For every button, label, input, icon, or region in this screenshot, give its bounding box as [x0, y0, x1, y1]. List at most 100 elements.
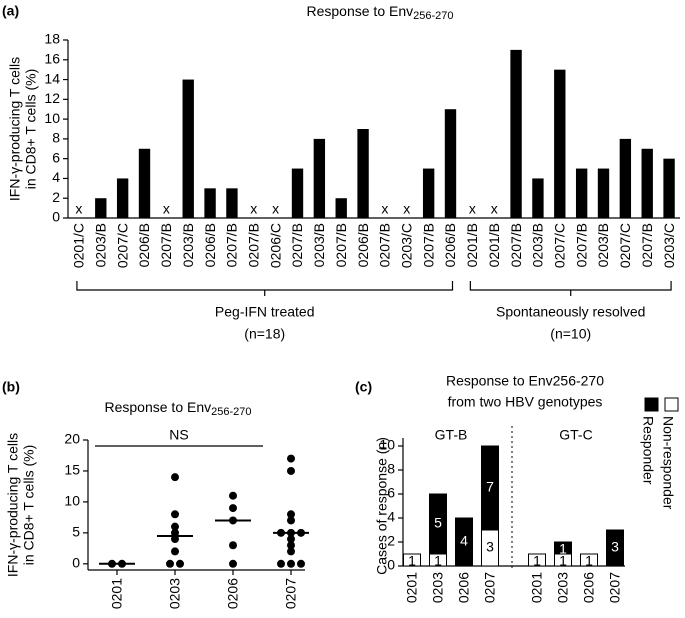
data-point [171, 547, 179, 556]
bar [357, 129, 369, 218]
x-tick-label: 0203/B [311, 223, 327, 267]
y-tick-label: 10 [64, 493, 80, 509]
bar [575, 168, 588, 218]
panel-label: (c) [355, 379, 372, 395]
value-label: 1 [434, 553, 442, 569]
bar [116, 178, 129, 218]
bar-segment [606, 529, 624, 567]
y-tick-label: 6 [387, 485, 395, 501]
y-tick-label: 12 [44, 90, 60, 106]
value-label: 1 [585, 553, 593, 569]
value-label: 3 [486, 539, 494, 555]
bar [641, 148, 653, 218]
x-tick-label: 0207/C [617, 223, 633, 268]
x-tick-label: 0207 [482, 572, 498, 603]
data-point [171, 522, 179, 531]
bar [532, 178, 544, 218]
y-axis-label: IFN-γ-producing T cells [5, 433, 21, 577]
y-tick-label: 20 [64, 431, 80, 447]
value-label: 1 [408, 553, 416, 569]
bar [510, 49, 522, 219]
y-tick-label: 4 [387, 509, 395, 525]
y-tick-label: 16 [44, 50, 60, 66]
y-tick-label: 5 [72, 524, 80, 540]
chart-title: Response to Env256-270 [105, 399, 252, 418]
y-axis-label: Cases of response (n) [374, 437, 390, 575]
bar-segment [580, 553, 598, 567]
y-axis-label: IFN-γ-producing T cells [7, 57, 23, 201]
x-tick-label: 0201 [529, 572, 545, 603]
x-tick-label: 0207/B [573, 223, 589, 267]
significance-label: NS [169, 427, 188, 443]
value-label: 3 [611, 539, 619, 555]
x-tick-label: 0206/B [136, 223, 152, 267]
x-tick-label: 0201/C [71, 223, 87, 268]
data-point [229, 491, 237, 500]
value-label: x [491, 201, 498, 217]
panel-label: (a) [2, 3, 19, 19]
chart-title: Response to Env256-270 [307, 3, 454, 22]
chart-title: Response to Env256-270 [446, 373, 604, 389]
bar-segment [403, 553, 421, 567]
group-label: Peg-IFN treated [215, 304, 315, 320]
x-tick-label: 0206 [456, 572, 472, 603]
bar [291, 168, 304, 218]
y-tick-label: 2 [52, 189, 60, 205]
value-label: x [163, 201, 170, 217]
x-tick-label: 0207/B [639, 223, 655, 267]
bar [313, 138, 326, 218]
bar [444, 109, 457, 218]
bar [663, 158, 675, 218]
y-tick-label: 4 [52, 169, 60, 185]
data-point [171, 510, 179, 519]
value-label: x [250, 201, 257, 217]
x-tick-label: 0201/B [464, 223, 480, 267]
data-point [287, 535, 295, 544]
title-text: Response to Env [307, 3, 414, 19]
x-tick-label: 0203/C [398, 223, 414, 268]
bar-segment [455, 517, 473, 567]
data-point [287, 510, 295, 519]
group-bracket [76, 281, 454, 296]
value-label: 1 [559, 541, 567, 557]
x-tick-label: 0207/B [508, 223, 524, 267]
x-tick-label: 0201/B [486, 223, 502, 267]
group-bracket [469, 281, 672, 296]
y-tick-label: 0 [52, 209, 60, 225]
x-tick-label: 0206/B [202, 223, 218, 267]
y-tick-label: 8 [52, 130, 60, 146]
value-label: x [272, 201, 279, 217]
group-note: (n=10) [550, 326, 591, 342]
value-label: x [469, 201, 476, 217]
x-tick-label: 0207 [283, 578, 299, 609]
legend-label: Non-responder [660, 416, 676, 510]
data-point [171, 535, 179, 544]
legend-swatch [644, 397, 659, 412]
group-note: (n=18) [244, 326, 285, 342]
y-tick-label: 0 [387, 557, 395, 573]
group-label: GT-C [559, 427, 592, 443]
value-label: 7 [486, 479, 494, 495]
bar [597, 168, 610, 218]
x-tick-label: 0207/C [551, 223, 567, 268]
bar-segment [429, 493, 447, 555]
x-tick-label: 0207/B [377, 223, 393, 267]
data-point [287, 547, 295, 556]
x-tick-label: 0207 [607, 572, 623, 603]
bar-segment [554, 541, 572, 555]
x-tick-label: 0207/C [114, 223, 130, 268]
bar [204, 188, 216, 218]
x-tick-label: 0207/B [224, 223, 240, 267]
bar [554, 69, 566, 219]
x-tick-label: 0201 [109, 578, 125, 609]
title-subscript: 256-270 [211, 406, 251, 418]
title-subscript: 256-270 [413, 10, 453, 22]
panel-label: (b) [2, 379, 20, 395]
x-tick-label: 0206/B [442, 223, 458, 267]
group-label: Spontaneously resolved [496, 304, 645, 320]
x-tick-label: 0201 [404, 572, 420, 603]
x-tick-label: 0207/B [420, 223, 436, 267]
data-point [229, 541, 237, 550]
x-tick-label: 0206/B [355, 223, 371, 267]
